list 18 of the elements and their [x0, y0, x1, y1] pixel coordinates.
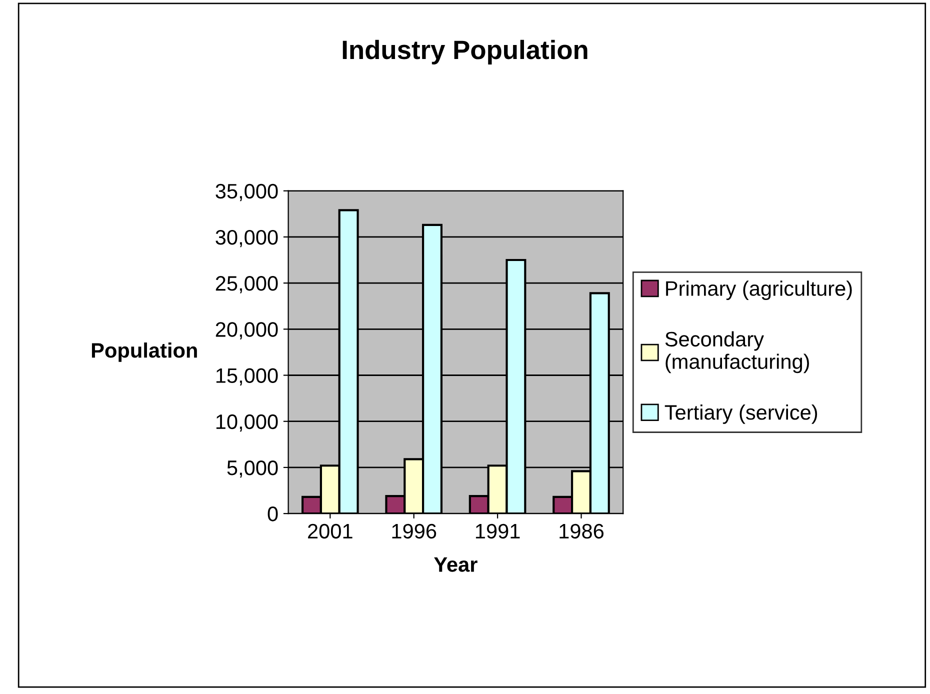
y-tick-label: 5,000	[227, 460, 278, 478]
y-tick-label: 0	[268, 506, 278, 522]
legend-label: Primary (agriculture)	[666, 280, 852, 300]
x-tick-label: 1991	[476, 524, 520, 539]
y-tick-label: 25,000	[216, 276, 278, 294]
y-axis-title: Population	[92, 342, 197, 362]
legend-label: Secondary (manufacturing)	[665, 331, 809, 374]
legend-label: Tertiary (service)	[664, 404, 818, 424]
x-tick-label: 1986	[560, 524, 604, 539]
y-tick-label: 30,000	[216, 230, 278, 248]
x-axis-title: Year	[434, 557, 478, 572]
x-tick-label: 1996	[392, 524, 436, 539]
y-tick-label: 10,000	[216, 414, 278, 432]
y-tick-label: 15,000	[216, 368, 278, 386]
y-tick-label: 35,000	[216, 184, 278, 202]
x-tick-label: 2001	[308, 524, 352, 539]
y-tick-label: 20,000	[216, 322, 278, 340]
chart-title: Industry Population	[342, 40, 588, 64]
